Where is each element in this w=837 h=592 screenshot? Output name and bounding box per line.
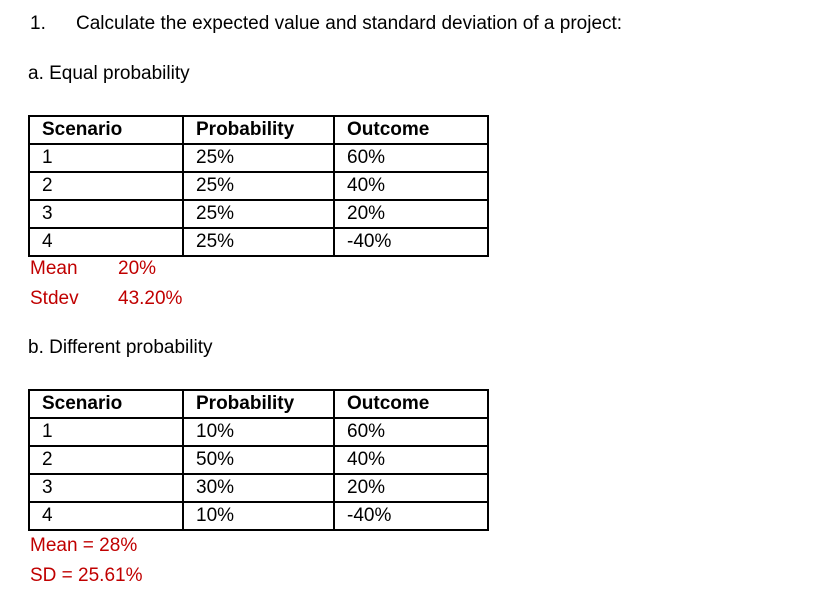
- table-cell-scenario: 3: [28, 199, 184, 229]
- column-header-outcome: Outcome: [333, 115, 489, 145]
- sd-line: SD = 25.61%: [30, 565, 143, 586]
- table-cell-probability: 25%: [182, 171, 335, 201]
- stdev-label: Stdev: [30, 288, 79, 309]
- table-row: 1 10% 60%: [28, 417, 489, 447]
- table-cell-probability: 10%: [182, 501, 335, 531]
- table-cell-probability: 25%: [182, 227, 335, 257]
- mean-line: Mean 20%: [30, 254, 182, 284]
- equal-probability-table: Scenario Probability Outcome 1 25% 60% 2…: [28, 115, 489, 257]
- question-text: Calculate the expected value and standar…: [76, 13, 623, 34]
- section-b-stats: Mean = 28% SD = 25.61%: [30, 531, 143, 591]
- table-cell-probability: 30%: [182, 473, 335, 503]
- table-row: 2 25% 40%: [28, 171, 489, 201]
- table-cell-probability: 10%: [182, 417, 335, 447]
- stdev-value: 43.20%: [118, 288, 183, 309]
- table-cell-outcome: 60%: [333, 417, 489, 447]
- table-row: 2 50% 40%: [28, 445, 489, 475]
- table-row: 3 30% 20%: [28, 473, 489, 503]
- table-cell-probability: 25%: [182, 143, 335, 173]
- column-header-outcome: Outcome: [333, 389, 489, 419]
- table-cell-outcome: 40%: [333, 171, 489, 201]
- table-cell-scenario: 4: [28, 227, 184, 257]
- section-a-stats: Mean 20% Stdev 43.20%: [30, 254, 182, 314]
- column-header-probability: Probability: [182, 115, 335, 145]
- table-cell-scenario: 4: [28, 501, 184, 531]
- table-header-row: Scenario Probability Outcome: [28, 115, 489, 145]
- table-header-row: Scenario Probability Outcome: [28, 389, 489, 419]
- table-cell-outcome: 20%: [333, 473, 489, 503]
- mean-value: 20%: [118, 258, 157, 279]
- mean-line: Mean = 28%: [30, 535, 138, 556]
- table-cell-probability: 50%: [182, 445, 335, 475]
- table-cell-scenario: 2: [28, 171, 184, 201]
- question-title: 1. Calculate the expected value and stand…: [30, 13, 622, 35]
- question-number: 1.: [30, 13, 46, 34]
- table-row: 3 25% 20%: [28, 199, 489, 229]
- table-cell-scenario: 3: [28, 473, 184, 503]
- mean-label: Mean: [30, 258, 78, 279]
- table-row: 4 25% -40%: [28, 227, 489, 257]
- table-cell-scenario: 1: [28, 143, 184, 173]
- section-a-heading: a. Equal probability: [28, 63, 190, 84]
- table-cell-probability: 25%: [182, 199, 335, 229]
- table-cell-outcome: 20%: [333, 199, 489, 229]
- column-header-probability: Probability: [182, 389, 335, 419]
- table-cell-scenario: 1: [28, 417, 184, 447]
- table-cell-outcome: 40%: [333, 445, 489, 475]
- column-header-scenario: Scenario: [28, 115, 184, 145]
- table-row: 1 25% 60%: [28, 143, 489, 173]
- column-header-scenario: Scenario: [28, 389, 184, 419]
- table-cell-outcome: -40%: [333, 501, 489, 531]
- different-probability-table: Scenario Probability Outcome 1 10% 60% 2…: [28, 389, 489, 531]
- table-cell-outcome: 60%: [333, 143, 489, 173]
- stdev-line: Stdev 43.20%: [30, 284, 182, 314]
- section-b-heading: b. Different probability: [28, 337, 213, 358]
- table-cell-outcome: -40%: [333, 227, 489, 257]
- table-cell-scenario: 2: [28, 445, 184, 475]
- table-row: 4 10% -40%: [28, 501, 489, 531]
